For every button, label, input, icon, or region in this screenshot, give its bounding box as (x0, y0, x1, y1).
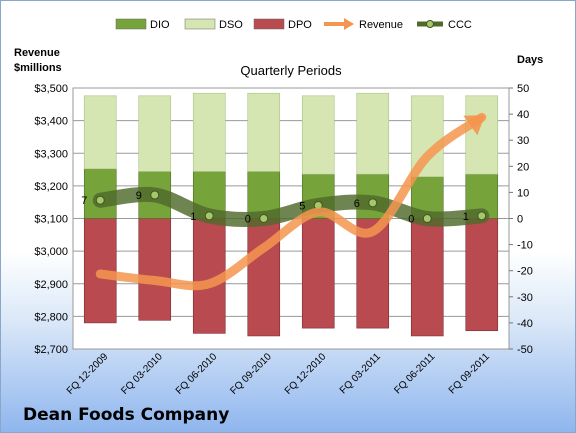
left-tick-label: $2,800 (34, 311, 68, 323)
ccc-point (95, 195, 105, 205)
right-tick-label: -20 (517, 266, 533, 278)
right-tick-label: -50 (517, 344, 533, 356)
bar-dpo (410, 218, 444, 337)
revenue-line (95, 112, 487, 291)
ccc-data-label: 7 (81, 195, 87, 207)
left-tick-label: $2,900 (34, 279, 68, 291)
category-label: FQ 03-2011 (338, 351, 383, 396)
right-tick-label: -40 (517, 318, 533, 330)
left-tick-label: $3,100 (34, 214, 68, 226)
bar-dso (192, 92, 226, 172)
bar-dso (301, 95, 335, 175)
ccc-point (150, 190, 160, 200)
right-tick-label: 0 (517, 214, 523, 226)
right-tick-label: 50 (517, 83, 529, 95)
category-label: FQ 09-2011 (447, 351, 492, 396)
chart-title: Quarterly Periods (240, 63, 342, 78)
ccc-data-label: 1 (463, 211, 469, 223)
ccc-data-label: 9 (136, 190, 142, 202)
legend-swatch-ccc-marker (426, 20, 434, 28)
category-label: FQ 06-2010 (174, 351, 220, 397)
bar-dpo (301, 218, 335, 329)
left-tick-label: $3,300 (34, 148, 68, 160)
company-name: Dean Foods Company (23, 405, 230, 425)
left-axis-subtitle: $millions (14, 62, 62, 74)
left-tick-label: $2,700 (34, 344, 68, 356)
right-axis-title: Days (517, 54, 543, 66)
ccc-point (477, 211, 487, 221)
ccc-data-label: 0 (245, 214, 251, 226)
legend-label: DPO (288, 19, 312, 31)
ccc-point (368, 198, 378, 208)
bar-dpo (138, 218, 172, 321)
left-axis-title: Revenue (14, 47, 60, 59)
bar-dso (465, 95, 499, 175)
right-tick-label: 40 (517, 109, 529, 121)
right-tick-label: 30 (517, 135, 529, 147)
ccc-point (204, 211, 214, 221)
ccc-point (259, 214, 269, 223)
revenue-arrowhead (463, 115, 485, 136)
left-tick-label: $3,200 (34, 181, 68, 193)
legend-label: Revenue (359, 19, 403, 31)
bar-dso (356, 92, 390, 175)
legend-label: DIO (150, 19, 170, 31)
right-tick-label: 10 (517, 187, 529, 199)
bar-dso (247, 92, 281, 172)
legend-label: DSO (219, 19, 243, 31)
category-label: FQ 12-2009 (65, 351, 111, 397)
ccc-point (422, 214, 432, 223)
right-tick-label: -30 (517, 292, 533, 304)
legend-label: CCC (448, 19, 472, 31)
ccc-data-label: 0 (408, 214, 414, 226)
category-label: FQ 03-2010 (119, 351, 165, 397)
ccc-data-label: 5 (299, 200, 305, 212)
ccc-data-label: 1 (190, 211, 196, 223)
right-tick-label: -10 (517, 240, 533, 252)
left-tick-label: $3,500 (34, 83, 68, 95)
category-label: FQ 06-2011 (392, 351, 437, 396)
legend-swatch-dio (115, 18, 147, 30)
bar-dso (138, 95, 172, 172)
ccc-data-label: 6 (354, 198, 360, 210)
ccc-line (92, 186, 490, 227)
left-tick-label: $3,400 (34, 116, 68, 128)
bar-dpo (465, 218, 499, 332)
left-tick-label: $3,000 (34, 246, 68, 258)
bar-dso (83, 95, 117, 170)
legend-swatch-dso (184, 18, 216, 30)
category-label: FQ 09-2010 (228, 351, 274, 397)
category-label: FQ 12-2010 (283, 351, 329, 397)
legend-swatch-revenue-arrow (344, 18, 354, 30)
legend-swatch-dpo (253, 18, 285, 30)
right-tick-label: 20 (517, 161, 529, 173)
